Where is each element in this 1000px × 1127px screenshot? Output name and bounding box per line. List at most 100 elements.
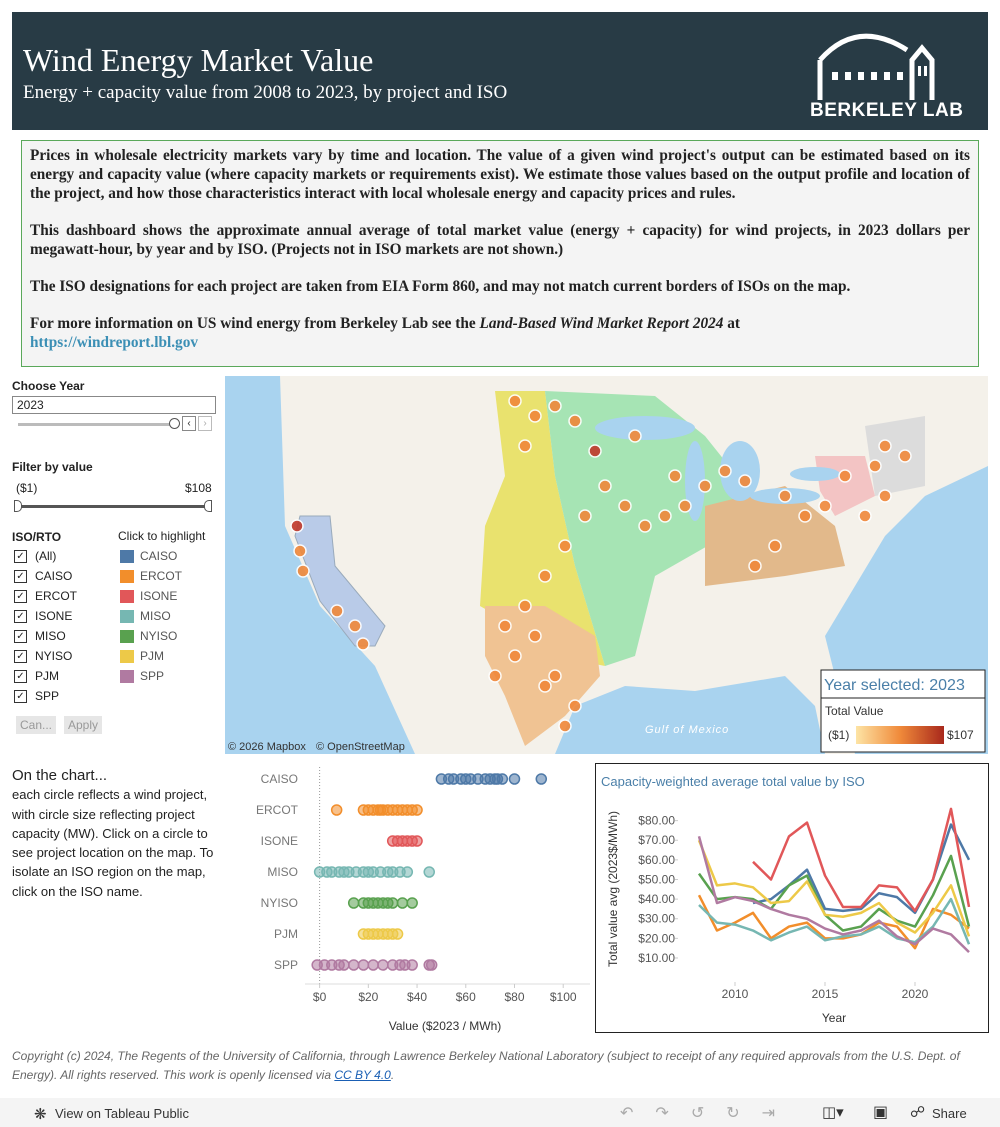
legend-item[interactable]: ERCOT [120,568,220,586]
project-dot[interactable] [588,444,602,458]
project-dot[interactable] [508,394,522,408]
project-dot[interactable] [638,519,652,533]
year-input[interactable]: 2023 [12,396,216,414]
project-dot[interactable] [568,699,582,713]
legend-item[interactable]: CAISO [120,548,220,566]
iso-filter-item[interactable]: ✓ SPP [14,688,114,706]
project-dot[interactable] [718,464,732,478]
checkbox[interactable]: ✓ [14,690,27,703]
project-dot[interactable] [293,544,307,558]
region-spp[interactable] [480,391,605,666]
report-link[interactable]: https://windreport.lbl.gov [30,334,199,351]
project-dot[interactable] [748,559,762,573]
region-caiso[interactable] [294,515,386,647]
project-circle[interactable] [396,897,409,909]
checkbox[interactable]: ✓ [14,590,27,603]
project-dot[interactable] [548,669,562,683]
project-dot[interactable] [598,479,612,493]
iso-filter-item[interactable]: ✓ MISO [14,628,114,646]
iso-filter-item[interactable]: ✓ (All) [14,548,114,566]
project-dot[interactable] [738,474,752,488]
project-circle[interactable] [330,804,343,816]
apply-button[interactable]: Apply [64,716,103,734]
fullscreen-button[interactable]: ▣ [873,1104,889,1121]
project-circle[interactable] [406,959,418,971]
project-dot[interactable] [296,564,310,578]
project-dot[interactable] [538,569,552,583]
project-dot[interactable] [548,399,562,413]
project-dot[interactable] [558,719,572,733]
project-circle[interactable] [347,959,360,971]
project-dot[interactable] [858,509,872,523]
legend-item[interactable]: MISO [120,608,220,626]
project-circle[interactable] [535,773,548,785]
project-circle[interactable] [411,804,423,816]
project-dot[interactable] [878,439,892,453]
value-slider[interactable] [18,505,208,508]
project-dot[interactable] [330,604,344,618]
legend-item[interactable]: PJM [120,648,220,666]
checkbox[interactable]: ✓ [14,670,27,683]
project-circle[interactable] [367,959,379,971]
region-ercot[interactable] [485,606,600,746]
project-dot[interactable] [818,499,832,513]
project-circle[interactable] [347,897,360,909]
project-dot[interactable] [558,539,572,553]
project-dot[interactable] [878,489,892,503]
project-dot[interactable] [658,509,672,523]
checkbox[interactable]: ✓ [14,610,27,623]
iso-filter-item[interactable]: ✓ NYISO [14,648,114,666]
project-dot[interactable] [356,637,370,651]
project-dot[interactable] [798,509,812,523]
series-line[interactable] [698,897,971,945]
region-isone[interactable] [865,416,925,496]
project-dot[interactable] [838,469,852,483]
project-circle[interactable] [401,866,414,878]
history-buttons[interactable]: ↶↷↺↻⇥ [620,1105,798,1122]
project-dot[interactable] [678,499,692,513]
legend-item[interactable]: NYISO [120,628,220,646]
year-handle[interactable] [169,418,180,429]
project-dot[interactable] [578,509,592,523]
download-button[interactable]: ◫▾ [822,1104,844,1121]
checkbox[interactable]: ✓ [14,630,27,643]
project-dot[interactable] [668,469,682,483]
project-circle[interactable] [338,959,350,971]
project-dot[interactable] [518,439,532,453]
series-line[interactable] [752,807,971,913]
project-circle[interactable] [357,959,370,971]
value-handle-max[interactable] [204,500,212,512]
project-circle[interactable] [423,866,435,878]
iso-filter-item[interactable]: ✓ PJM [14,668,114,686]
project-dot[interactable] [898,449,912,463]
project-dot[interactable] [628,429,642,443]
checkbox[interactable]: ✓ [14,650,27,663]
project-dot[interactable] [618,499,632,513]
iso-filter-item[interactable]: ✓ ISONE [14,608,114,626]
project-dot[interactable] [290,519,304,533]
project-dot[interactable] [528,409,542,423]
series-line[interactable] [697,835,970,953]
legend-item[interactable]: SPP [120,668,220,686]
legend-item[interactable]: ISONE [120,588,220,606]
project-dot[interactable] [498,619,512,633]
next-button[interactable]: › [198,416,212,431]
project-dot[interactable] [568,414,582,428]
project-circle[interactable] [508,773,521,785]
project-circle[interactable] [411,835,423,847]
project-dot[interactable] [488,669,502,683]
cancel-button[interactable]: Can... [16,716,57,734]
project-circle[interactable] [386,897,399,909]
project-dot[interactable] [518,599,532,613]
region-pjm[interactable] [705,486,845,586]
project-circle[interactable] [391,928,404,940]
share-button[interactable]: Share [932,1106,967,1121]
project-dot[interactable] [538,679,552,693]
project-dot[interactable] [778,489,792,503]
project-dot[interactable] [698,479,712,493]
view-link[interactable]: View on Tableau Public [55,1106,189,1121]
iso-filter-item[interactable]: ✓ ERCOT [14,588,114,606]
project-dot[interactable] [868,459,882,473]
project-dot[interactable] [768,539,782,553]
project-dot[interactable] [528,629,542,643]
